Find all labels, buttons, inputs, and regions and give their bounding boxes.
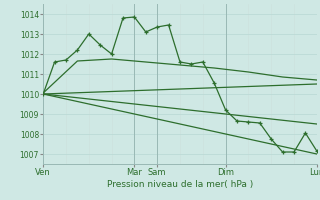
X-axis label: Pression niveau de la mer( hPa ): Pression niveau de la mer( hPa ) bbox=[107, 180, 253, 189]
